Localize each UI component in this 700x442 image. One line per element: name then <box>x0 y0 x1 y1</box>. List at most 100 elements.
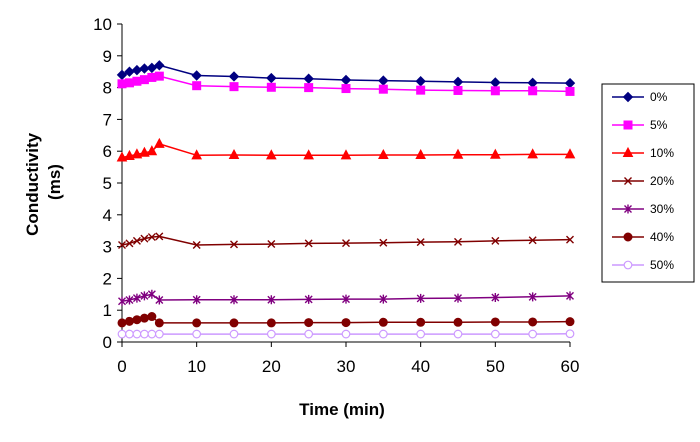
data-point <box>304 83 314 93</box>
data-point <box>191 70 202 81</box>
data-point <box>125 239 134 248</box>
data-point <box>132 329 142 339</box>
data-point <box>490 148 501 159</box>
data-point <box>303 149 314 160</box>
data-point <box>378 329 388 339</box>
data-point <box>378 84 388 94</box>
series-20pct <box>118 232 574 250</box>
data-point <box>415 76 426 87</box>
data-point <box>341 318 351 328</box>
data-point <box>453 329 463 339</box>
data-point <box>491 292 500 302</box>
data-point <box>139 75 149 85</box>
data-point <box>124 78 134 88</box>
legend: 0% 5% 10% 20% 30% 40% 50% <box>601 83 695 283</box>
data-point <box>147 289 156 299</box>
data-point <box>453 85 463 95</box>
data-point <box>229 82 239 92</box>
data-point <box>564 148 576 159</box>
data-point <box>490 86 500 96</box>
data-point <box>124 149 135 160</box>
x-tick-label: 60 <box>561 357 580 376</box>
data-point <box>416 317 426 327</box>
data-point <box>379 238 388 247</box>
data-point <box>192 81 202 91</box>
data-point <box>228 148 240 160</box>
x-tick-label: 30 <box>337 357 356 376</box>
data-point <box>266 82 276 92</box>
series-0pct <box>116 60 576 89</box>
data-point <box>131 64 143 76</box>
legend-item: 5% <box>612 118 668 132</box>
y-tick-label: 4 <box>103 206 112 225</box>
legend-marker <box>624 204 632 214</box>
data-point <box>454 293 462 303</box>
data-point <box>154 60 165 71</box>
legend-label: 10% <box>650 146 674 160</box>
data-point <box>490 329 500 339</box>
data-point <box>132 76 142 86</box>
data-point <box>565 86 575 96</box>
data-point <box>140 234 149 243</box>
data-point <box>266 149 277 160</box>
data-point <box>125 295 134 305</box>
data-point <box>528 292 537 302</box>
y-tick-label: 5 <box>103 174 112 193</box>
data-point <box>304 239 313 248</box>
data-point <box>528 86 538 96</box>
data-point <box>266 72 277 84</box>
x-tick-label: 0 <box>117 357 126 376</box>
data-point <box>454 237 462 246</box>
data-point <box>146 62 158 74</box>
data-point <box>379 294 388 304</box>
y-tick-label: 6 <box>103 142 112 161</box>
legend-item: 20% <box>612 174 674 188</box>
data-point <box>490 317 500 327</box>
data-point <box>118 241 126 250</box>
data-point <box>267 240 276 249</box>
y-tick-label: 10 <box>93 15 112 34</box>
data-point <box>139 146 150 157</box>
data-point <box>146 145 158 156</box>
series-10pct <box>116 137 576 162</box>
data-point <box>154 137 165 148</box>
data-point <box>228 71 240 82</box>
data-point <box>125 329 134 339</box>
data-point <box>341 84 351 94</box>
x-tick-label: 40 <box>411 357 430 376</box>
legend-marker <box>622 146 634 157</box>
data-point <box>491 236 500 245</box>
data-point <box>147 72 157 82</box>
axes-layer: 0 1 2 3 4 5 6 7 8 9 10 0 10 20 30 40 50 60 <box>93 15 579 376</box>
data-point <box>415 148 426 160</box>
data-point <box>147 233 156 242</box>
legend-label: 50% <box>650 258 674 272</box>
data-point <box>230 295 238 305</box>
data-point <box>118 296 126 306</box>
y-tick-label: 7 <box>103 110 112 129</box>
legend-marker <box>623 120 633 130</box>
data-point <box>139 329 149 339</box>
legend-label: 30% <box>650 202 674 216</box>
data-point <box>416 85 426 95</box>
data-point <box>192 241 201 250</box>
data-point <box>527 77 538 89</box>
data-point <box>117 79 127 89</box>
legend-marker <box>623 260 633 270</box>
legend-item: 40% <box>612 230 674 244</box>
data-point <box>340 74 352 86</box>
y-tick-label: 2 <box>103 269 112 288</box>
data-point <box>266 318 276 328</box>
y-tick-label: 8 <box>103 79 112 98</box>
x-tick-label: 10 <box>187 357 206 376</box>
data-point <box>528 317 538 327</box>
data-point <box>192 329 202 339</box>
data-point <box>342 239 350 248</box>
data-point <box>304 294 313 304</box>
series-layer <box>116 60 576 339</box>
y-axis-title: Conductivity (ms) <box>23 128 64 236</box>
data-point <box>452 148 464 159</box>
data-point <box>528 329 538 339</box>
data-point <box>192 295 201 305</box>
